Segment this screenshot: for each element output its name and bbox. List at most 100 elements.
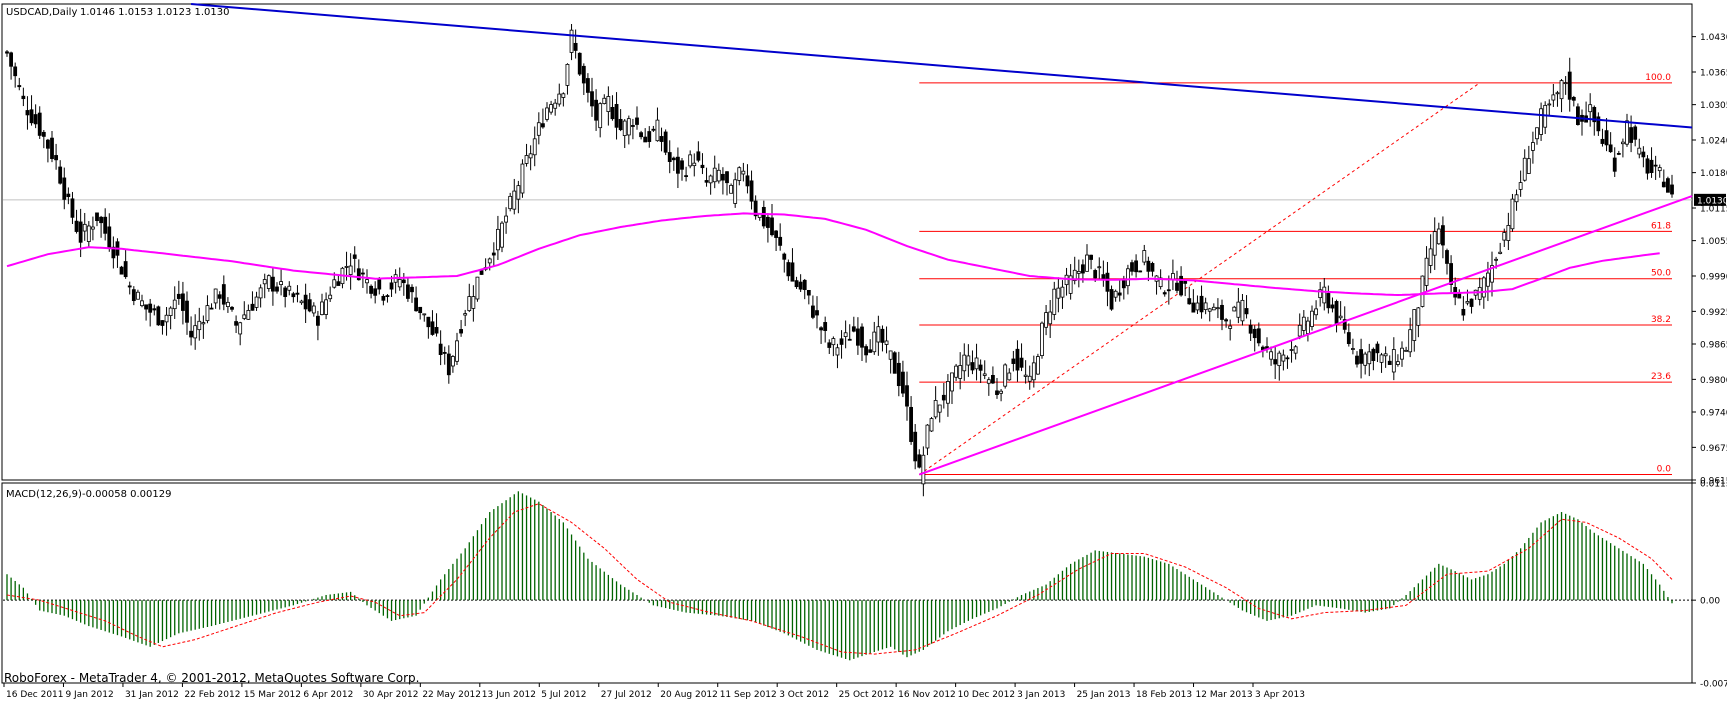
candle xyxy=(41,130,46,149)
candle xyxy=(811,295,815,320)
candle xyxy=(770,203,774,237)
lower-trendline[interactable] xyxy=(918,195,1693,476)
candle xyxy=(1117,279,1122,302)
candle xyxy=(721,167,725,195)
candle xyxy=(978,359,983,383)
price-axis-label: 1.0430 xyxy=(1700,33,1727,43)
candle xyxy=(1019,343,1024,372)
candle xyxy=(144,304,148,321)
fib-level-label: 50.0 xyxy=(1651,269,1671,279)
candle xyxy=(1371,347,1376,371)
candle xyxy=(545,102,549,122)
candle xyxy=(193,314,198,350)
candle xyxy=(99,215,103,238)
macd-axis-label: 0.0113 xyxy=(1700,480,1727,490)
candle xyxy=(1068,264,1073,300)
candle xyxy=(1518,170,1523,197)
candle xyxy=(725,171,729,196)
candle xyxy=(1195,295,1200,315)
fib-level-label: 23.6 xyxy=(1651,372,1671,382)
candle xyxy=(1273,347,1278,380)
candle xyxy=(475,276,480,302)
candle xyxy=(250,291,255,311)
candle xyxy=(13,62,18,88)
candle xyxy=(422,313,427,322)
candle xyxy=(1412,309,1417,352)
candle xyxy=(33,104,38,129)
candle xyxy=(283,285,288,308)
candle xyxy=(258,284,263,308)
candle xyxy=(680,158,684,181)
candle xyxy=(303,283,308,324)
candle xyxy=(86,221,91,247)
candle xyxy=(1211,303,1216,311)
candle xyxy=(119,265,124,275)
candle xyxy=(426,316,431,339)
candle xyxy=(1301,310,1306,336)
candle xyxy=(1531,131,1535,164)
candle xyxy=(1085,244,1089,272)
candle xyxy=(1011,350,1016,372)
date-axis-label: 3 Oct 2012 xyxy=(779,690,829,700)
candle xyxy=(851,316,856,333)
candle xyxy=(659,127,664,152)
candle xyxy=(254,291,259,311)
candle xyxy=(1445,248,1449,275)
candle xyxy=(1056,277,1061,313)
candle xyxy=(676,147,680,189)
date-axis-label: 6 Apr 2012 xyxy=(303,690,353,700)
candle xyxy=(266,274,271,292)
candle xyxy=(1310,305,1314,331)
candle xyxy=(541,108,545,129)
candle xyxy=(684,166,688,182)
candle xyxy=(1404,346,1408,352)
candle xyxy=(1571,95,1576,107)
candle xyxy=(221,275,226,311)
candle xyxy=(201,315,206,339)
candle xyxy=(1383,346,1388,368)
candle xyxy=(864,344,868,363)
candle xyxy=(164,307,169,336)
candle xyxy=(467,283,472,313)
candle xyxy=(901,360,905,398)
candle xyxy=(1322,278,1327,311)
candle xyxy=(594,89,598,131)
candle xyxy=(909,396,913,445)
candle xyxy=(843,320,848,349)
candle xyxy=(365,269,369,294)
date-axis-label: 30 Apr 2012 xyxy=(363,690,419,700)
candle xyxy=(688,150,693,169)
candle xyxy=(217,291,222,310)
candle xyxy=(856,317,860,355)
candle xyxy=(1469,298,1474,314)
candle xyxy=(70,191,75,225)
candle xyxy=(1142,244,1147,266)
candle xyxy=(1641,146,1646,168)
candle xyxy=(950,372,954,404)
candle xyxy=(1621,138,1625,158)
candle xyxy=(581,63,586,96)
date-axis-label: 25 Oct 2012 xyxy=(839,690,895,700)
date-axis-label: 16 Dec 2011 xyxy=(6,690,64,700)
candle xyxy=(271,268,275,306)
candle xyxy=(1363,351,1368,375)
price-panel[interactable]: 100.0 61.8 50.0 38.2 23.6 0.0 xyxy=(3,3,1693,497)
candle xyxy=(1130,259,1134,276)
candle xyxy=(557,83,562,107)
candle xyxy=(148,298,153,327)
upper-trendline[interactable] xyxy=(191,3,1693,129)
candle xyxy=(872,321,877,355)
candle xyxy=(389,275,394,297)
candle xyxy=(1616,150,1621,156)
price-axis-label: 1.0240 xyxy=(1700,137,1727,147)
candle xyxy=(639,130,643,140)
macd-panel[interactable] xyxy=(3,491,1692,661)
candle xyxy=(937,404,942,423)
candle xyxy=(136,289,140,300)
candle xyxy=(745,164,750,194)
price-axis-label: 1.0055 xyxy=(1700,237,1727,247)
candle xyxy=(831,336,836,357)
